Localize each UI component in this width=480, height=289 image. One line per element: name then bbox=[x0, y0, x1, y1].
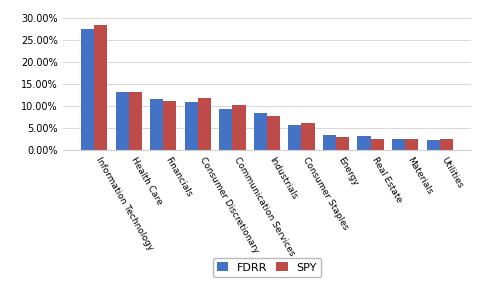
Bar bbox=[232, 105, 245, 150]
Bar bbox=[219, 109, 232, 150]
Bar bbox=[288, 125, 301, 150]
Bar bbox=[129, 92, 142, 150]
Bar bbox=[184, 102, 197, 150]
Bar bbox=[391, 139, 404, 150]
Bar bbox=[266, 116, 279, 150]
Bar bbox=[336, 137, 348, 150]
Bar bbox=[163, 101, 176, 150]
Bar bbox=[81, 29, 94, 150]
Bar bbox=[301, 123, 314, 150]
Bar bbox=[322, 135, 336, 150]
Legend: FDRR, SPY: FDRR, SPY bbox=[212, 258, 321, 277]
Bar bbox=[150, 99, 163, 150]
Bar bbox=[253, 113, 266, 150]
Bar bbox=[370, 139, 383, 150]
Bar bbox=[115, 92, 129, 150]
Bar bbox=[439, 139, 452, 150]
Bar bbox=[197, 98, 211, 150]
Bar bbox=[357, 136, 370, 150]
Bar bbox=[404, 139, 418, 150]
Bar bbox=[426, 140, 439, 150]
Bar bbox=[94, 25, 107, 150]
